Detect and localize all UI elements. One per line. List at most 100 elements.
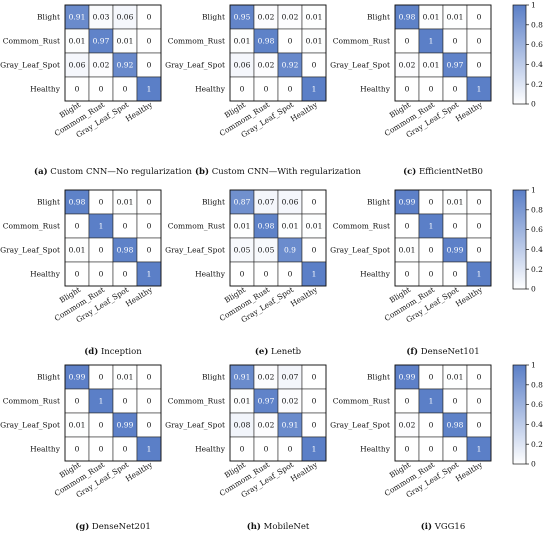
heatmap-cell <box>418 412 444 438</box>
caption-text: MobileNet <box>261 522 310 532</box>
colorbar-gradient <box>512 4 527 105</box>
colorbar-tick-label: 1 <box>531 1 536 10</box>
cell-value-label: 0 <box>429 421 434 430</box>
cell-value-label: 0 <box>75 270 80 279</box>
cell-value-label: 1 <box>312 445 317 454</box>
heatmap-cell <box>301 52 327 78</box>
caption-text: Custom CNN—No regularization <box>48 167 193 177</box>
row-label: Healthy <box>195 445 226 454</box>
heatmap-cell <box>88 261 114 287</box>
row-label: Commom_Rust <box>168 37 225 46</box>
heatmap-cell <box>418 237 444 263</box>
heatmap-cell <box>64 189 90 215</box>
colorbar-tick-label: 0 <box>531 100 536 109</box>
caption-letter: (g) <box>75 521 89 532</box>
cell-value-label: 0 <box>147 246 152 255</box>
cell-value-label: 0.98 <box>117 246 134 255</box>
heatmap-cell <box>253 261 279 287</box>
matrix-frame <box>394 189 492 287</box>
row-label: Commom_Rust <box>3 37 60 46</box>
cell-value-label: 0 <box>123 222 128 231</box>
heatmap-cell <box>253 237 279 263</box>
subfigure-caption: (g) DenseNet201 <box>75 521 151 532</box>
subfigure-caption: (d) Inception <box>84 346 142 357</box>
heatmap-cell <box>64 388 90 414</box>
subfigure-caption: (f) DenseNet101 <box>406 346 479 357</box>
heatmap-cell <box>88 76 114 102</box>
cell-value-label: 0.95 <box>234 13 251 22</box>
heatmap-cell <box>88 412 114 438</box>
row-label: Blight <box>202 13 225 22</box>
subfigure-caption: (b) Custom CNN—With regularization <box>195 166 361 177</box>
heatmap-cell <box>229 28 255 54</box>
heatmap-cell <box>136 52 162 78</box>
cell-value-label: 0 <box>147 397 152 406</box>
heatmap-cell <box>301 412 327 438</box>
colorbar-1: 0 0.2 0.4 0.6 0.8 1 <box>512 1 543 109</box>
caption-letter: (b) <box>195 166 209 177</box>
row-label: Gray_Leaf_Spot <box>330 246 390 255</box>
matrix-frame <box>394 4 492 102</box>
cell-value-label: 0.01 <box>306 13 323 22</box>
cell-value-label: 0.01 <box>117 373 134 382</box>
colorbar-tick-label: 0.2 <box>531 80 543 89</box>
heatmap-cell <box>136 76 162 102</box>
cell-value-label: 0.01 <box>423 61 440 70</box>
heatmap-cell <box>301 213 327 239</box>
cell-value-label: 0.97 <box>447 61 464 70</box>
colorbar-tick-label: 1 <box>531 186 536 195</box>
row-label: Healthy <box>30 85 61 94</box>
cell-value-label: 0.01 <box>306 222 323 231</box>
cell-value-label: 0 <box>453 37 458 46</box>
cell-value-label: 0 <box>429 246 434 255</box>
cell-value-label: 0 <box>75 397 80 406</box>
subfigure-caption: (c) EfficientNetB0 <box>403 166 483 177</box>
cell-value-label: 0 <box>147 198 152 207</box>
heatmap-cell <box>442 213 468 239</box>
row-label: Blight <box>37 198 60 207</box>
cell-value-label: 0.01 <box>447 13 464 22</box>
row-label: Gray_Leaf_Spot <box>0 246 60 255</box>
row-label: Gray_Leaf_Spot <box>330 61 390 70</box>
cell-value-label: 0.91 <box>234 373 251 382</box>
cell-value-label: 0 <box>312 246 317 255</box>
cell-value-label: 0 <box>288 445 293 454</box>
cell-value-label: 0 <box>75 85 80 94</box>
row-label: Commom_Rust <box>168 397 225 406</box>
heatmap-cell <box>301 388 327 414</box>
row-label: Gray_Leaf_Spot <box>0 421 60 430</box>
row-label: Blight <box>367 373 390 382</box>
cell-value-label: 0.08 <box>234 421 251 430</box>
heatmap-cell <box>301 436 327 462</box>
heatmap-cell <box>112 261 138 287</box>
cell-value-label: 0.02 <box>258 61 275 70</box>
cell-value-label: 0 <box>453 397 458 406</box>
cell-value-label: 0.01 <box>234 37 251 46</box>
heatmap-cell <box>229 213 255 239</box>
row-label: Gray_Leaf_Spot <box>165 246 225 255</box>
row-label: Blight <box>37 373 60 382</box>
colorbar-tick-label: 0 <box>531 460 536 469</box>
cell-value-label: 0.99 <box>447 246 464 255</box>
cell-value-label: 0 <box>477 222 482 231</box>
cell-value-label: 0 <box>405 397 410 406</box>
cell-value-label: 0 <box>240 445 245 454</box>
cell-value-label: 0 <box>429 373 434 382</box>
cell-value-label: 0.92 <box>282 61 299 70</box>
cell-value-label: 1 <box>429 37 434 46</box>
caption-text: EfficientNetB0 <box>416 167 483 177</box>
cell-value-label: 0.02 <box>258 13 275 22</box>
caption-text: DenseNet101 <box>418 347 480 357</box>
cell-value-label: 0 <box>405 85 410 94</box>
row-label: Blight <box>37 13 60 22</box>
heatmap-cell <box>277 261 303 287</box>
heatmap-cell <box>442 28 468 54</box>
cell-value-label: 0 <box>123 397 128 406</box>
heatmap-cell <box>277 237 303 263</box>
heatmap-cell <box>418 388 444 414</box>
cell-value-label: 0 <box>240 85 245 94</box>
col-label: Healthy <box>124 460 155 484</box>
cell-value-label: 1 <box>312 85 317 94</box>
cell-value-label: 0 <box>477 421 482 430</box>
row-label: Commom_Rust <box>3 222 60 231</box>
